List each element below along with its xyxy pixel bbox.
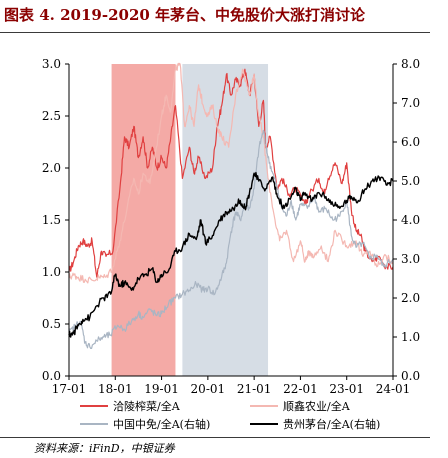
right-tick-label: 4.0 xyxy=(401,213,420,227)
series-line-4 xyxy=(68,171,394,338)
right-tick-label: 1.0 xyxy=(401,330,420,344)
x-tick-label: 17-01 xyxy=(52,382,87,396)
left-tick-label: 1.0 xyxy=(42,265,61,279)
series-line-2 xyxy=(68,62,394,284)
shaded-region-2 xyxy=(182,64,269,376)
left-tick-label: 0.0 xyxy=(42,369,61,383)
shaded-regions xyxy=(111,64,269,376)
legend-label-2: 顺鑫农业/全A xyxy=(283,399,351,413)
right-tick-label: 0.0 xyxy=(401,369,420,383)
left-tick-label: 1.5 xyxy=(42,213,61,227)
right-tick-label: 3.0 xyxy=(401,252,420,266)
top-rule xyxy=(0,32,430,33)
left-tick-label: 0.5 xyxy=(42,317,61,331)
series-line-3 xyxy=(68,129,394,349)
x-tick-label: 20-01 xyxy=(191,382,226,396)
x-tick-label: 23-01 xyxy=(329,382,364,396)
left-tick-label: 2.0 xyxy=(42,161,61,175)
legend-label-4: 贵州茅台/全A(右轴) xyxy=(283,417,380,431)
right-tick-label: 6.0 xyxy=(401,135,420,149)
right-tick-label: 8.0 xyxy=(401,57,420,71)
legend: 洽陵榨菜/全A 顺鑫农业/全A 中国中免/全A(右轴) 贵州茅台/全A(右轴) xyxy=(80,399,380,431)
chart-title: 图表 4. 2019-2020 年茅台、中免股价大涨打消讨论 xyxy=(4,6,366,24)
right-tick-label: 7.0 xyxy=(401,96,420,110)
x-tick-label: 21-01 xyxy=(237,382,272,396)
x-tick-label: 18-01 xyxy=(98,382,133,396)
source-note: 资料来源：iFinD，中银证券 xyxy=(34,442,175,455)
bottom-rule xyxy=(0,437,430,438)
left-tick-label: 2.5 xyxy=(42,109,61,123)
shaded-region-1 xyxy=(111,64,176,376)
series-line-1 xyxy=(68,68,394,278)
line-chart: 0.0 0.5 1.0 1.5 2.0 2.5 3.0 0.0 1.0 2.0 3.0 4.0 5.0 6… xyxy=(42,57,420,431)
right-tick-label: 5.0 xyxy=(401,174,420,188)
left-tick-label: 3.0 xyxy=(42,57,61,71)
x-tick-label: 24-01 xyxy=(376,382,411,396)
x-tick-label: 19-01 xyxy=(144,382,179,396)
axes: 0.0 0.5 1.0 1.5 2.0 2.5 3.0 0.0 1.0 2.0 3.0 4.0 5.0 6… xyxy=(42,57,420,396)
legend-label-3: 中国中免/全A(右轴) xyxy=(113,417,210,431)
series-lines xyxy=(68,62,394,349)
right-tick-label: 2.0 xyxy=(401,291,420,305)
x-tick-label: 22-01 xyxy=(283,382,318,396)
legend-label-1: 洽陵榨菜/全A xyxy=(113,399,181,413)
